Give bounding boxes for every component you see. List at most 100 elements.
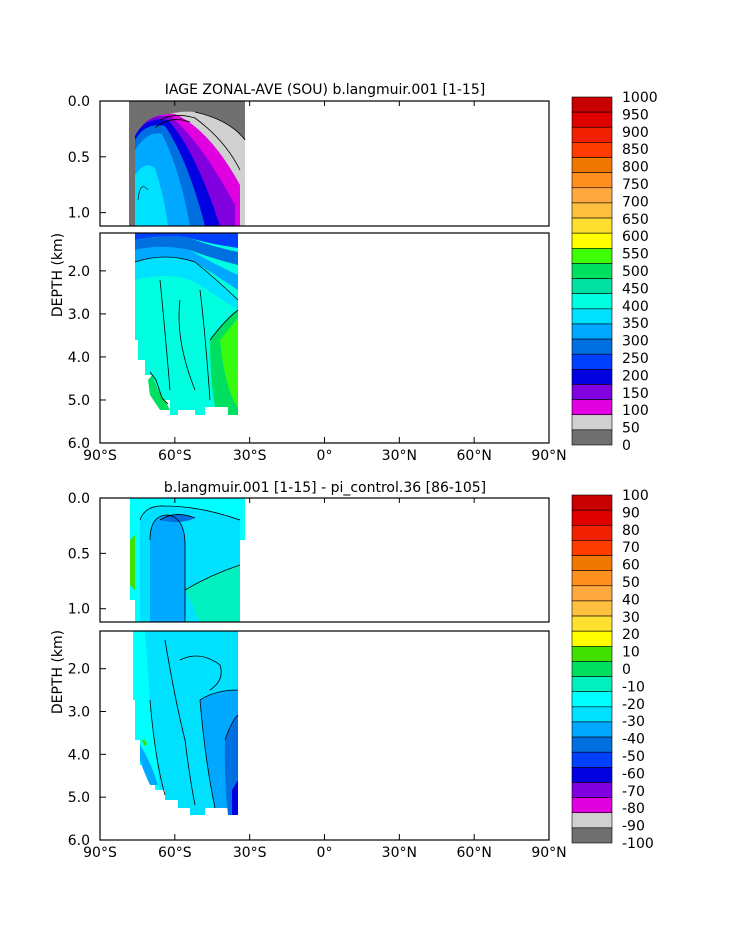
colorbar-swatch: [571, 172, 613, 189]
x-tick-label: 60°S: [158, 845, 192, 861]
panel-1-upper-field: [129, 101, 246, 226]
colorbar-label: -70: [622, 784, 645, 800]
colorbar-swatch: [571, 399, 613, 416]
x-tick-label: 90°S: [83, 845, 117, 861]
field-diff-lower-sw: [140, 745, 158, 785]
colorbar-swatch: [571, 278, 613, 294]
colorbar-label: -20: [622, 697, 645, 713]
colorbar-label: -50: [622, 749, 645, 765]
colorbar-swatch: [571, 812, 613, 829]
x-tick-label: 0°: [317, 448, 333, 464]
colorbar-swatch: [571, 369, 613, 385]
colorbar-label: 900: [622, 125, 649, 141]
colorbar-swatch: [571, 494, 613, 511]
y-tick-label: 2.0: [68, 662, 90, 678]
colorbar-swatch: [571, 615, 613, 632]
field-diff-10-20: [130, 535, 135, 590]
colorbar-label: 10: [622, 645, 640, 661]
field-age-400-lower: [135, 257, 238, 310]
field-diff-lower-green-spot: [141, 739, 148, 746]
colorbar-label: 50: [622, 421, 640, 437]
colorbar-swatch: [571, 384, 613, 400]
colorbar-swatch: [571, 202, 613, 219]
colorbar-label: 80: [622, 523, 640, 539]
contour: [194, 111, 246, 141]
field-age-500-550: [220, 318, 238, 408]
x-tick-label: 0°: [317, 845, 333, 861]
colorbar-label: 950: [622, 107, 649, 123]
x-tick-label: 30°S: [233, 845, 267, 861]
colorbar-swatch: [571, 217, 613, 234]
y-tick-label: 5.0: [68, 790, 90, 806]
field-age-350-400-lower: [135, 247, 238, 290]
x-tick-label: 60°N: [457, 448, 492, 464]
colorbar-swatch: [571, 661, 613, 677]
field-age-350-400: [135, 165, 168, 226]
field-diff-lower--50--60: [232, 780, 238, 815]
colorbar-swatch: [571, 676, 613, 692]
y-tick-label: 1.0: [68, 206, 90, 222]
colorbar-swatch: [571, 142, 613, 158]
colorbar-label: 1000: [622, 90, 658, 106]
x-tick-label: 30°N: [382, 448, 417, 464]
colorbar-swatch: [571, 630, 613, 647]
colorbar-label: 300: [622, 334, 649, 350]
colorbar-swatch: [571, 308, 613, 325]
panel-1-colorbar: 1000950900850800750700650600550500450400…: [571, 90, 658, 454]
colorbar-label: 150: [622, 386, 649, 402]
colorbar-label: -40: [622, 732, 645, 748]
contour: [149, 514, 186, 622]
colorbar-label: 500: [622, 264, 649, 280]
contour: [199, 289, 211, 401]
contour: [137, 186, 149, 201]
colorbar-swatch: [571, 524, 613, 541]
contour: [178, 299, 196, 391]
colorbar-label: 30: [622, 610, 640, 626]
colorbar-swatch: [571, 126, 613, 143]
contour: [159, 279, 171, 391]
colorbar-swatch: [571, 782, 613, 798]
colorbar-swatch: [571, 570, 613, 587]
colorbar-swatch: [571, 540, 613, 556]
field-age-300-350-lower: [135, 236, 238, 265]
x-tick-label: 60°N: [457, 845, 492, 861]
contour: [134, 256, 239, 301]
field-diff--20--30: [150, 515, 185, 622]
colorbar-label: 250: [622, 351, 649, 367]
field-age-250-300-lower: [135, 233, 238, 248]
panel-1: IAGE ZONAL-AVE (SOU) b.langmuir.001 [1-1…: [50, 82, 658, 464]
contour: [224, 714, 239, 741]
panel-2-ylabel: DEPTH (km): [50, 630, 66, 714]
field-age-450-500-sw: [148, 375, 170, 410]
colorbar-label: 650: [622, 212, 649, 228]
y-tick-label: 0.0: [68, 94, 90, 110]
colorbar-swatch: [571, 111, 613, 128]
colorbar-swatch: [571, 797, 613, 814]
y-tick-label: 0.0: [68, 491, 90, 507]
colorbar-label: -10: [622, 679, 645, 695]
panel-1-title: IAGE ZONAL-AVE (SOU) b.langmuir.001 [1-1…: [165, 82, 485, 98]
y-tick-label: 2.0: [68, 264, 90, 280]
panel-1-ylabel: DEPTH (km): [50, 233, 66, 317]
contour: [159, 115, 241, 171]
field-diff--30--40: [160, 514, 195, 523]
colorbar-swatch: [571, 767, 613, 783]
colorbar-label: 350: [622, 316, 649, 332]
colorbar-swatch: [571, 691, 613, 708]
colorbar-swatch: [571, 721, 613, 738]
colorbar-swatch: [571, 736, 613, 753]
contour: [199, 689, 239, 701]
colorbar-swatch: [571, 96, 613, 113]
x-tick-label: 30°S: [233, 448, 267, 464]
contour: [179, 655, 222, 691]
contour: [184, 564, 241, 591]
colorbar-swatch: [571, 187, 613, 204]
colorbar-label: -100: [622, 836, 654, 852]
contour: [209, 309, 239, 341]
colorbar-label: 0: [622, 662, 631, 678]
panel-2-colorbar: 1009080706050403020100-10-20-30-40-50-60…: [571, 488, 654, 852]
colorbar-label: -90: [622, 819, 645, 835]
colorbar-swatch: [571, 414, 613, 431]
y-tick-label: 3.0: [68, 705, 90, 721]
y-tick-label: 1.0: [68, 602, 90, 618]
